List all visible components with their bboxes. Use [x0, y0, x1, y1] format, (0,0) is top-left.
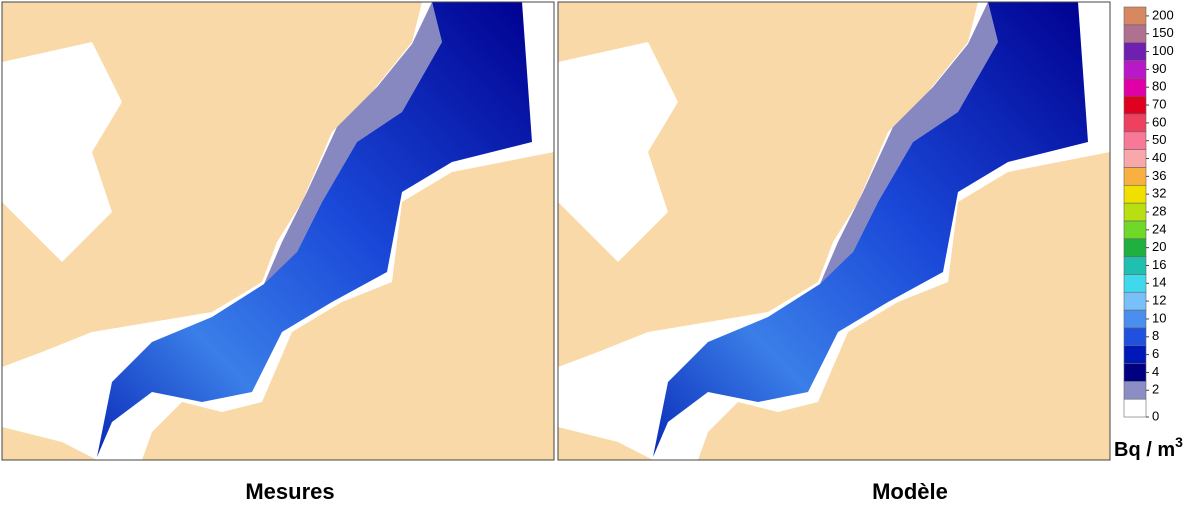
colorbar-label: 100 — [1152, 43, 1174, 58]
colorbar-swatch — [1123, 42, 1147, 61]
colorbar-swatch — [1123, 274, 1147, 293]
colorbar-swatch — [1123, 113, 1147, 133]
colorbar-swatch — [1123, 309, 1147, 329]
colorbar-swatch — [1123, 6, 1147, 26]
colorbar-swatch — [1123, 363, 1147, 382]
colorbar-swatch — [1123, 291, 1147, 311]
map-panel — [1, 1, 555, 461]
colorbar-label: 12 — [1152, 293, 1166, 308]
colorbar-swatch — [1123, 345, 1147, 364]
colorbar-label: 6 — [1152, 346, 1159, 361]
colorbar-label: 10 — [1152, 310, 1166, 325]
colorbar-label: 90 — [1152, 61, 1166, 76]
colorbar-label: 50 — [1152, 132, 1166, 147]
colorbar-swatch — [1123, 167, 1147, 186]
colorbar-swatch — [1123, 60, 1147, 79]
colorbar-label: 24 — [1152, 221, 1166, 236]
colorbar-swatch — [1123, 202, 1147, 222]
colorbar-label: 14 — [1152, 275, 1166, 290]
colorbar-label: 36 — [1152, 168, 1166, 183]
map-panel — [557, 1, 1111, 461]
colorbar-label: 32 — [1152, 186, 1166, 201]
colorbar-label: 0 — [1152, 408, 1159, 423]
panel-caption: Modèle — [872, 479, 948, 504]
colorbar-swatch — [1123, 95, 1147, 115]
colorbar-label: 80 — [1152, 79, 1166, 94]
colorbar-swatch — [1123, 131, 1147, 150]
colorbar-label: 4 — [1152, 364, 1159, 379]
colorbar-swatch — [1123, 256, 1147, 275]
unit: Bq / m — [1114, 439, 1175, 461]
colorbar-swatch — [1123, 24, 1147, 43]
colorbar-swatch — [1123, 398, 1147, 418]
colorbar-swatch — [1123, 381, 1147, 400]
colorbar-label: 40 — [1152, 150, 1166, 165]
colorbar-label: 20 — [1152, 239, 1166, 254]
colorbar-label: 2 — [1152, 382, 1159, 397]
colorbar-swatch — [1123, 327, 1147, 346]
colorbar-swatch — [1123, 184, 1147, 204]
colorbar-label: 150 — [1152, 25, 1174, 40]
colorbar-label: 28 — [1152, 203, 1166, 218]
colorbar-label: 16 — [1152, 257, 1166, 272]
colorbar-swatch — [1123, 78, 1147, 97]
colorbar-label: 60 — [1152, 114, 1166, 129]
colorbar-label: 8 — [1152, 328, 1159, 343]
colorbar-label: 200 — [1152, 7, 1174, 22]
colorbar: 0246810121416202428323640506070809010015… — [1123, 6, 1174, 423]
panel-caption: Mesures — [245, 479, 334, 504]
colorbar-label: 70 — [1152, 96, 1166, 111]
colorbar-swatch — [1123, 220, 1147, 240]
unit-exponent: 3 — [1175, 434, 1183, 450]
colorbar-swatch — [1123, 238, 1147, 257]
colorbar-swatch — [1123, 149, 1147, 168]
colorbar-unit: Bq / m3 — [1114, 434, 1183, 461]
